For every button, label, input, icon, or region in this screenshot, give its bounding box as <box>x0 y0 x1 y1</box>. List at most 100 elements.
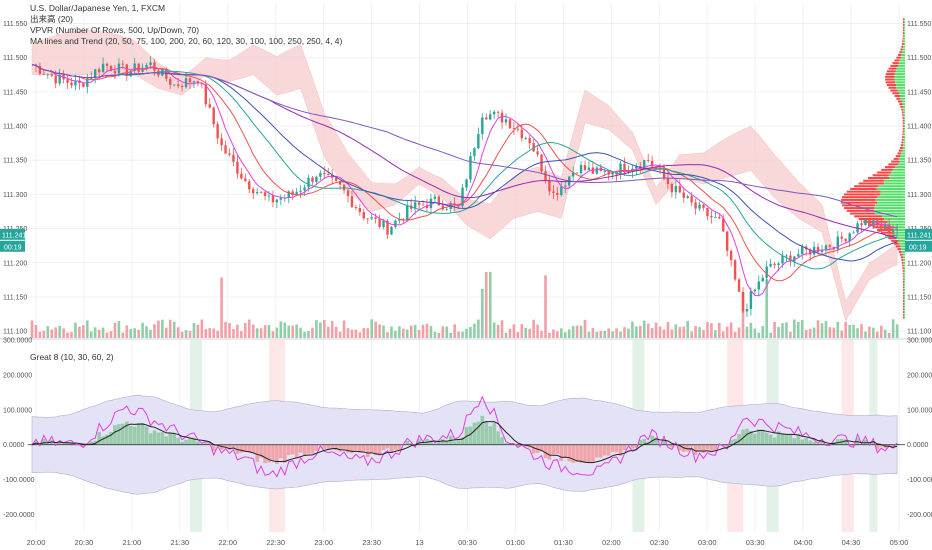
volume-bar <box>417 329 421 338</box>
volume-bar <box>512 324 516 338</box>
oscillator-histogram <box>701 444 706 453</box>
y-tick-label-left: 111.550 <box>3 21 27 28</box>
oscillator-histogram <box>737 433 741 445</box>
candle-body <box>516 128 520 130</box>
oscillator-histogram <box>685 444 690 452</box>
candle-body <box>386 220 389 235</box>
oscillator-histogram <box>160 432 165 445</box>
volume-bar <box>536 324 539 338</box>
profile-bar-up <box>898 163 905 166</box>
volume-bar <box>299 327 302 338</box>
profile-bar-down <box>902 116 904 119</box>
osc-tick-label-left: 300.0000 <box>3 338 32 345</box>
volume-bar <box>698 327 701 338</box>
volume-bar <box>445 326 449 338</box>
candle-body <box>78 80 81 84</box>
profile-bar-down <box>902 122 905 125</box>
oscillator-histogram <box>298 444 303 453</box>
volume-bar <box>413 325 417 338</box>
profile-bar-up <box>896 84 905 87</box>
candle-body <box>504 119 508 123</box>
y-tick-label-right: 111.450 <box>907 89 931 96</box>
candle-body <box>370 217 373 219</box>
oscillator-histogram <box>638 440 643 445</box>
candle-body <box>208 104 211 108</box>
candle-body <box>702 204 705 208</box>
oscillator-histogram <box>223 444 228 448</box>
volume-bar <box>646 323 650 338</box>
candle-body <box>38 66 42 74</box>
profile-bar-down <box>841 201 878 204</box>
volume-bar <box>773 321 776 338</box>
candle-body <box>323 172 326 175</box>
candle-body <box>236 161 239 174</box>
volume-bar <box>58 325 61 338</box>
candle-body <box>398 219 401 221</box>
profile-bar-up <box>877 196 905 199</box>
volume-bar <box>520 324 524 338</box>
volume-bar <box>469 326 472 338</box>
candle-body <box>125 64 128 77</box>
oscillator-histogram <box>757 429 761 445</box>
candle-body <box>848 233 851 242</box>
profile-bar-up <box>895 237 905 240</box>
profile-bar-up <box>896 67 905 70</box>
candle-body <box>248 181 251 190</box>
oscillator-histogram <box>863 439 868 445</box>
volume-bar <box>864 331 867 338</box>
candle-body <box>603 171 606 172</box>
oscillator-histogram <box>492 422 496 445</box>
volume-bar <box>346 328 350 338</box>
volume-bar <box>820 323 824 338</box>
candle-body <box>793 256 796 262</box>
x-tick-label: 03:00 <box>698 538 717 547</box>
candle-body <box>852 232 855 234</box>
candle-body <box>718 217 721 219</box>
profile-bar-down <box>850 187 877 190</box>
volume-bar <box>461 331 464 338</box>
profile-bar-up <box>904 311 905 314</box>
profile-bar-up <box>877 201 905 204</box>
profile-bar-down <box>863 179 884 182</box>
candle-body <box>232 154 235 162</box>
oscillator-histogram <box>275 444 279 464</box>
candle-body <box>761 277 764 282</box>
profile-bar-down <box>843 207 875 210</box>
volume-bar <box>603 330 607 338</box>
volume-bar <box>449 332 452 338</box>
volume-bar <box>374 321 377 338</box>
volume-bar <box>386 332 389 338</box>
profile-bar-up <box>904 286 905 289</box>
profile-bar-up <box>876 187 905 190</box>
volume-bar <box>725 326 729 338</box>
profile-bar-down <box>902 300 905 303</box>
profile-bar-down <box>902 308 904 311</box>
oscillator-histogram <box>81 444 86 447</box>
candle-body <box>334 177 338 181</box>
oscillator-histogram <box>168 433 173 445</box>
profile-bar-down <box>902 18 905 21</box>
candle-body <box>528 138 531 144</box>
candle-body <box>437 196 441 206</box>
volume-bar <box>757 332 761 338</box>
candle-body <box>295 191 298 196</box>
oscillator-histogram <box>57 442 62 445</box>
oscillator-histogram <box>733 439 737 445</box>
candle-body <box>769 263 772 267</box>
profile-bar-up <box>904 21 905 24</box>
volume-bar <box>125 325 129 338</box>
volume-bar <box>113 322 117 338</box>
oscillator-histogram <box>693 444 698 456</box>
candle-body <box>417 202 421 205</box>
price-tag-right <box>905 228 932 240</box>
oscillator-histogram <box>642 438 647 445</box>
profile-bar-up <box>875 198 905 201</box>
candle-body <box>244 178 247 182</box>
x-tick-label: 00:30 <box>458 538 477 547</box>
volume-bar <box>769 332 772 338</box>
candle-body <box>891 230 895 233</box>
profile-bar-down <box>858 182 885 185</box>
x-tick-label: 05:00 <box>890 538 909 547</box>
profile-bar-up <box>903 34 905 37</box>
volume-bar <box>583 319 587 338</box>
